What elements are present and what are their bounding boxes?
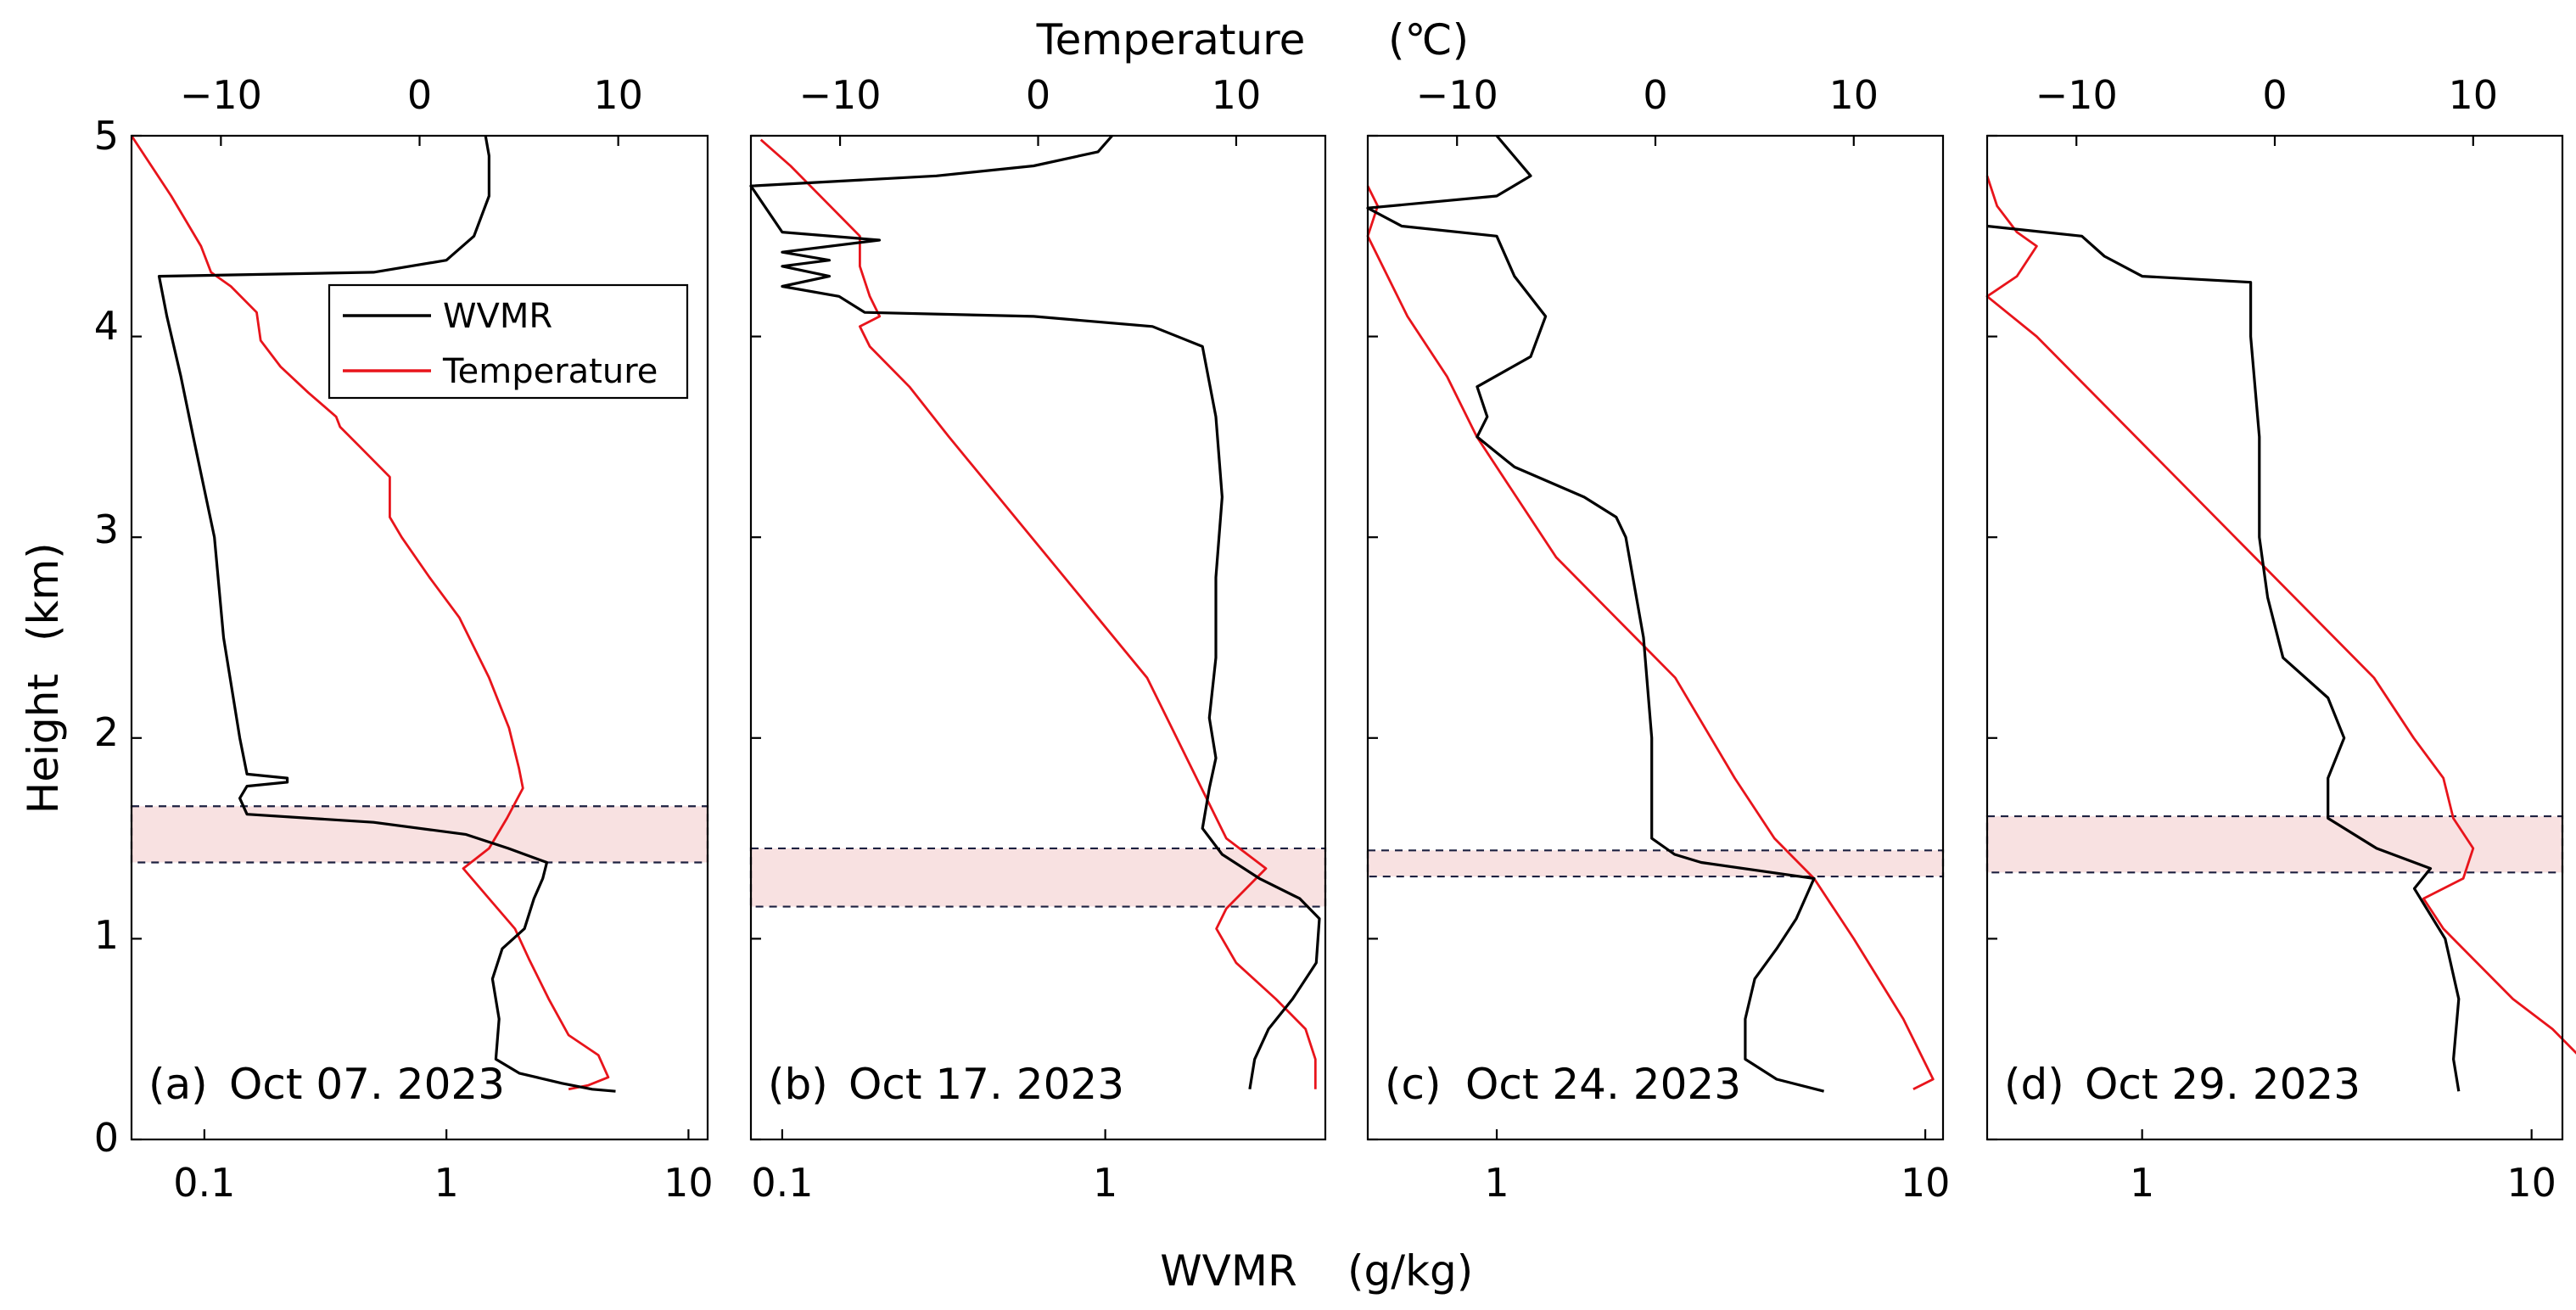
wvmr-line [157,135,616,1093]
panel-d: −10 0 10 1 10 (d) Oct 29. 2023 [1985,72,2576,1206]
top-tick-labels: −10 0 10 [2036,72,2498,118]
highlight-band [749,847,1327,908]
axis-ticks [1987,134,2533,1141]
axis-ticks [1368,134,1927,1141]
bottom-tick-label: 0.1 [173,1160,235,1206]
panel-date: Oct 29. 2023 [2085,1060,2360,1109]
top-tick-labels: −10 0 10 [799,72,1262,118]
panel-label: (b) [768,1060,828,1109]
panel-c: −10 0 10 1 10 (c) Oct 24. 2023 [1366,72,1950,1206]
y-tick-label: 3 [94,507,119,552]
top-tick-label: 0 [407,72,432,118]
bottom-tick-labels: 0.1 1 [751,1160,1117,1206]
y-axis-title: Height (km) [19,542,68,814]
top-tick-label: −10 [1416,72,1498,118]
top-tick-label: −10 [180,72,262,118]
wvmr-line [1986,224,2461,1092]
bottom-tick-label: 1 [2130,1160,2154,1206]
panel-label: (d) [2004,1060,2064,1109]
plot-frame [130,134,709,1141]
y-tick-label: 0 [94,1115,119,1161]
bottom-axis-title-text: WVMR [1160,1246,1297,1296]
y-tick-label: 5 [94,113,119,159]
y-tick-label: 1 [94,912,119,958]
bottom-tick-label: 1 [434,1160,459,1206]
top-tick-label: 10 [1212,72,1262,118]
top-tick-label: −10 [799,72,882,118]
panel-label: (c) [1385,1060,1442,1109]
legend: WVMR Temperature [328,283,689,400]
y-axis-unit: (km) [19,542,68,641]
bottom-tick-label: 10 [2506,1160,2556,1206]
y-tick-label: 2 [94,709,119,755]
legend-label-temperature: Temperature [442,352,658,391]
bottom-tick-label: 1 [1093,1160,1117,1206]
top-tick-label: 10 [2449,72,2499,118]
bottom-axis-unit: (g/kg) [1347,1246,1473,1296]
highlight-band [130,805,709,864]
top-axis-title-text: Temperature [1036,15,1306,64]
legend-box [328,283,689,400]
temperature-line [130,135,610,1091]
wvmr-line [749,134,1321,1090]
bottom-tick-label: 10 [664,1160,714,1206]
bottom-tick-label: 0.1 [751,1160,813,1206]
bottom-tick-labels: 1 10 [1484,1160,1950,1206]
top-tick-labels: −10 0 10 [1416,72,1879,118]
y-tick-label: 4 [94,303,119,349]
temperature-line [1985,175,2576,1055]
highlight-band [1366,849,1945,878]
axis-ticks [751,134,1238,1141]
panel-a: −10 0 10 0.1 1 10 (a) Oct 07. 2023 WVMR … [130,72,714,1206]
highlight-band [1985,815,2564,874]
panel-date: Oct 24. 2023 [1465,1060,1741,1109]
plot-frame [749,134,1327,1141]
top-tick-label: 0 [1026,72,1050,118]
panel-label: (a) [148,1060,208,1109]
panel-date: Oct 07. 2023 [229,1060,505,1109]
top-tick-label: 10 [593,72,643,118]
top-tick-label: 0 [1643,72,1667,118]
plot-frame [1366,134,1945,1141]
bottom-axis-title: WVMR (g/kg) [1160,1246,1473,1296]
y-axis-title-text: Height [19,674,68,814]
top-axis-unit: (℃) [1388,15,1469,64]
bottom-tick-label: 1 [1484,1160,1509,1206]
top-tick-label: 0 [2262,72,2287,118]
top-tick-label: 10 [1829,72,1879,118]
legend-label-wvmr: WVMR [443,297,552,336]
y-tick-labels: 0 1 2 3 4 5 [94,113,119,1161]
temperature-line [759,138,1317,1089]
bottom-tick-labels: 1 10 [2130,1160,2556,1206]
plot-frame [1985,134,2564,1141]
bottom-tick-labels: 0.1 1 10 [173,1160,713,1206]
panel-b: −10 0 10 0.1 1 (b) Oct 17. 2023 [749,72,1327,1206]
panel-date: Oct 17. 2023 [848,1060,1124,1109]
top-tick-label: −10 [2036,72,2118,118]
temperature-line [1366,185,1935,1091]
bottom-tick-label: 10 [1901,1160,1951,1206]
top-tick-labels: −10 0 10 [180,72,643,118]
top-axis-title: Temperature (℃) [1036,15,1470,64]
wvmr-line [1366,134,1824,1093]
